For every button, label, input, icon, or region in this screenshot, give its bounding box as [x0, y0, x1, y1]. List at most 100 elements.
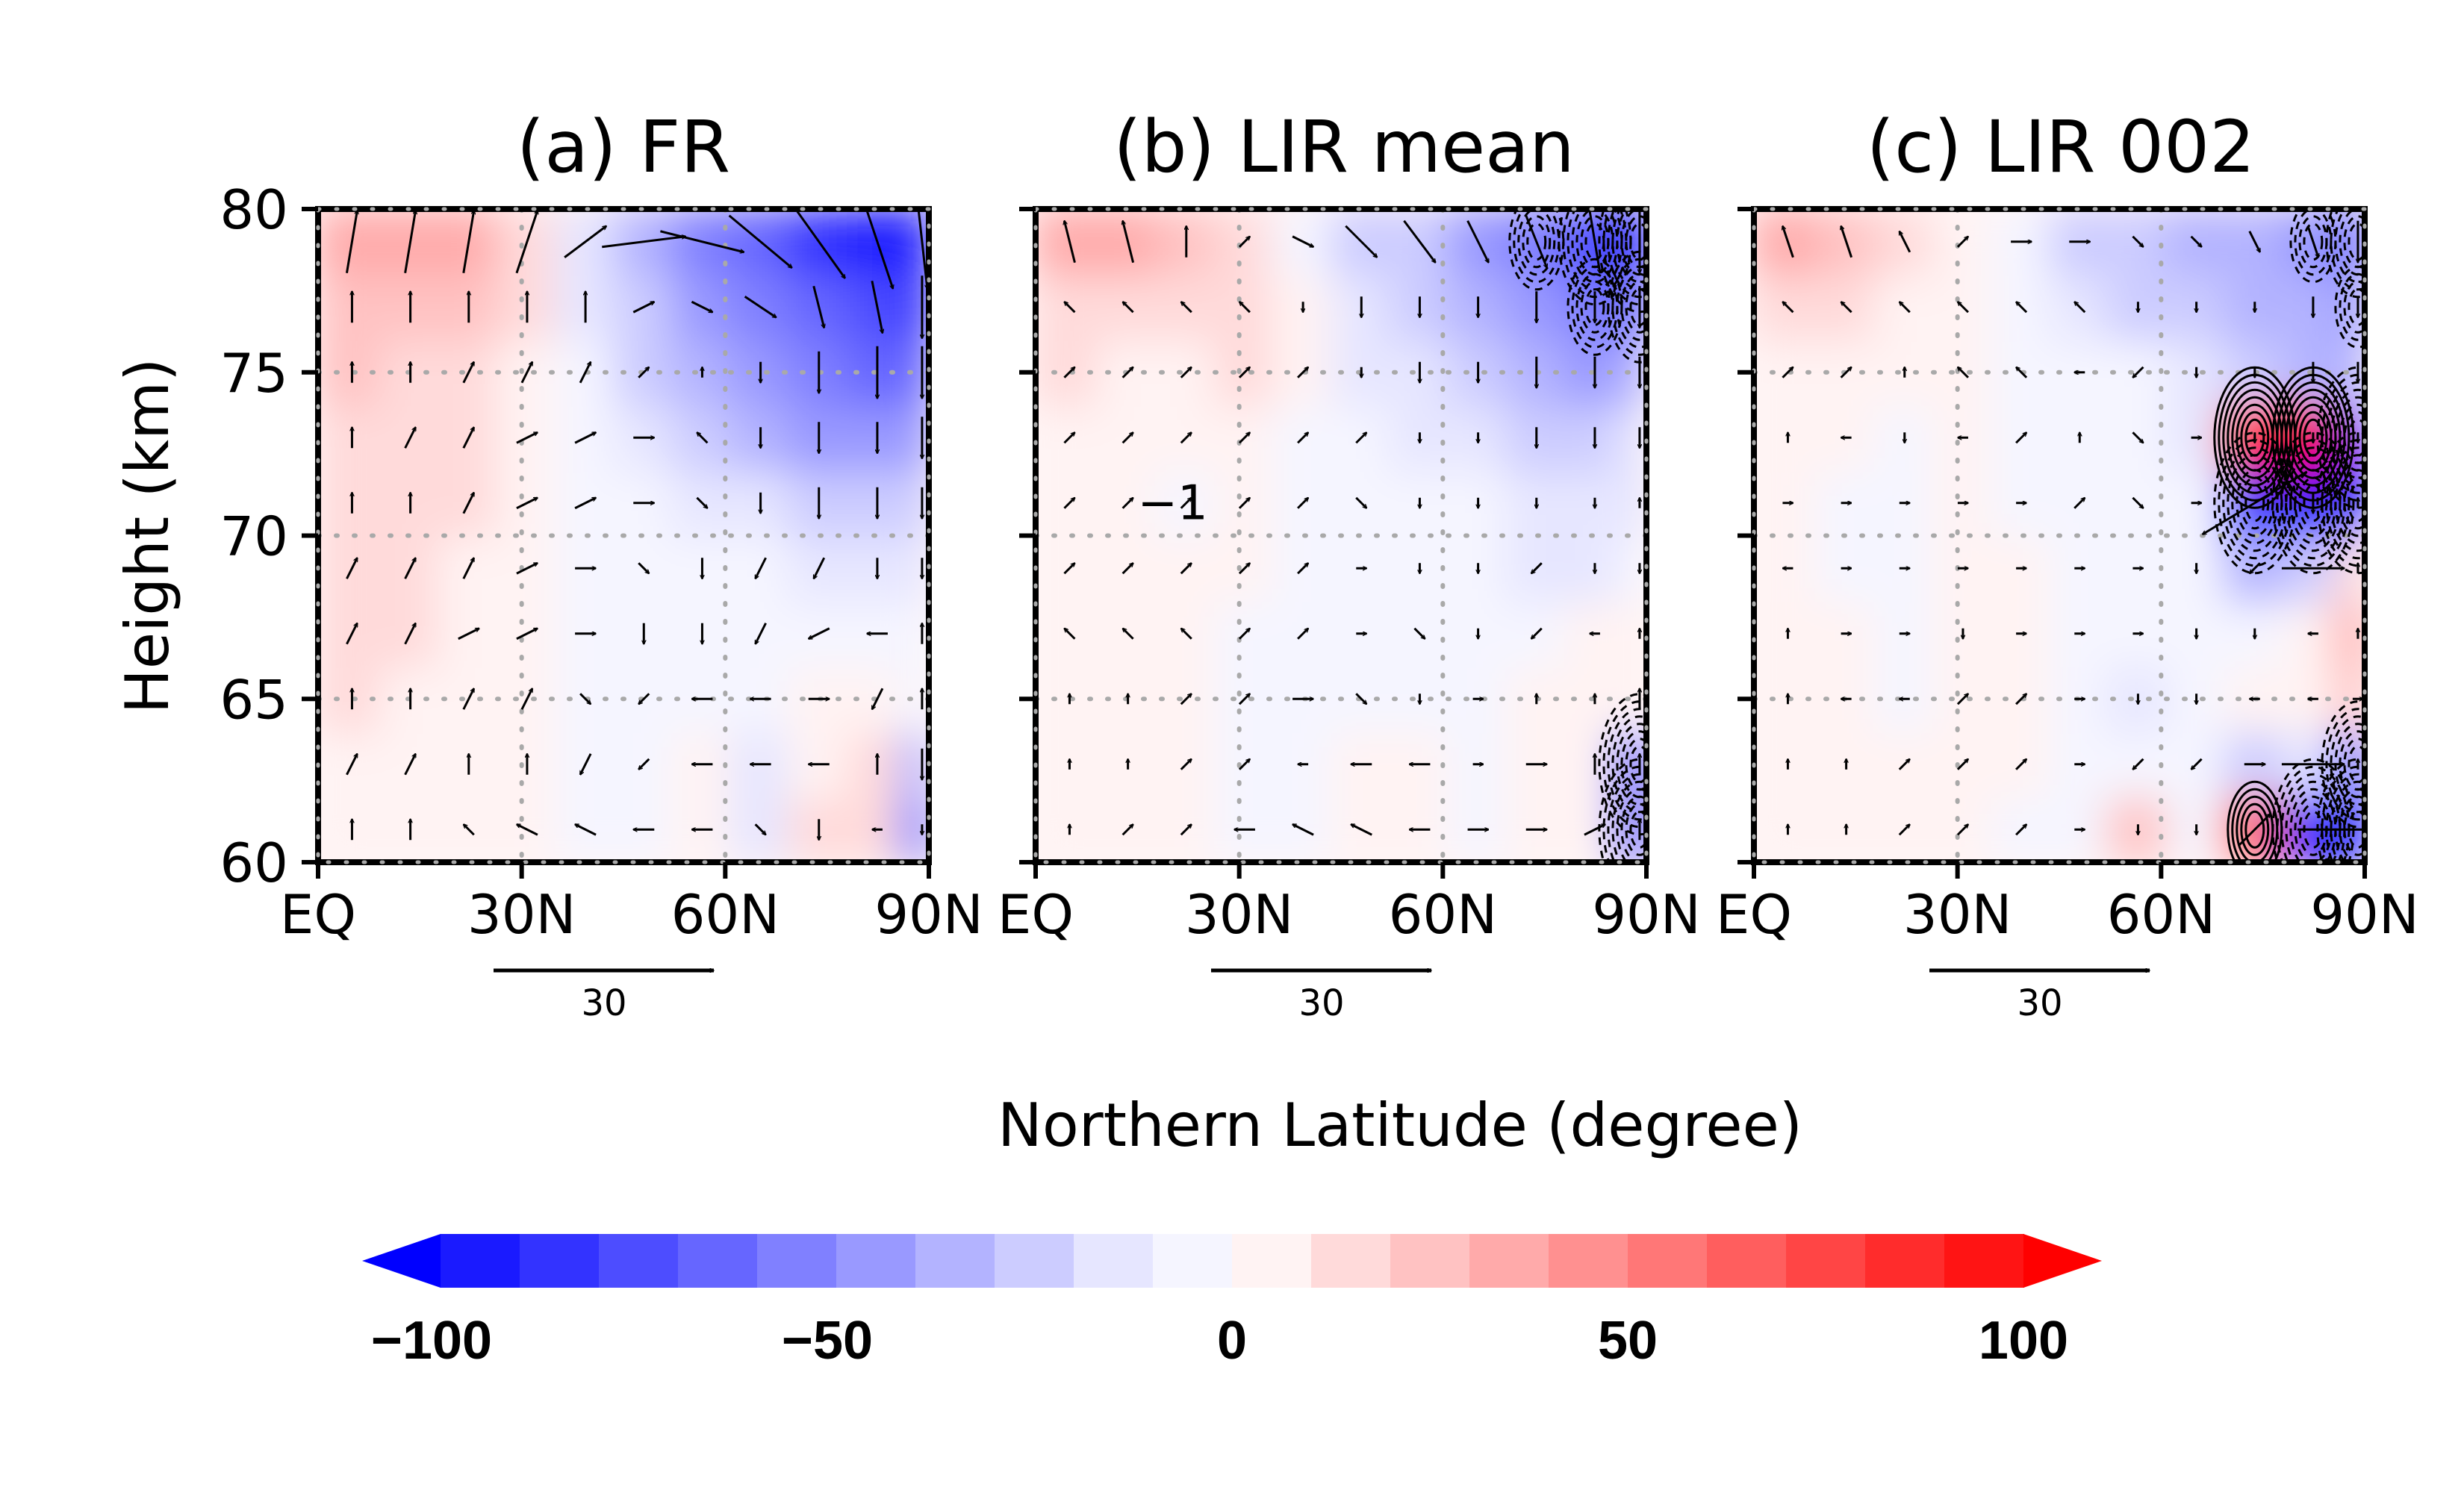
- colorbar-extend-min: [362, 1234, 441, 1288]
- field-cell: [846, 272, 901, 341]
- contour-negative: [2343, 476, 2365, 530]
- wind-vector: [1238, 563, 1250, 575]
- wind-vector: [744, 296, 777, 319]
- contour-negative: [2280, 446, 2346, 560]
- colorbar-bin: [1786, 1234, 1866, 1288]
- wind-vector: [1466, 220, 1490, 263]
- colorbar-extend-max: [2023, 1234, 2102, 1288]
- contour-negative: [1584, 222, 1605, 261]
- panel-title-b: (b) LIR mean: [1113, 105, 1575, 189]
- colorbar-bin: [995, 1234, 1074, 1288]
- wind-vector: [2074, 302, 2086, 314]
- wind-vector: [2015, 759, 2026, 770]
- wind-vector: [1584, 823, 1605, 836]
- colorbar-tick-label: −50: [782, 1311, 873, 1371]
- wind-vector: [1121, 498, 1133, 509]
- wind-vector: [462, 427, 476, 449]
- x-tick-label: 30N: [467, 883, 576, 946]
- wind-vector: [1403, 219, 1437, 263]
- field-cell: [846, 730, 901, 799]
- contour-negative: [2343, 411, 2365, 464]
- field-cell: [1036, 403, 1101, 472]
- plot-area-a: [318, 209, 929, 862]
- colorbar-bin: [836, 1234, 916, 1288]
- field-cell: [1036, 209, 1101, 276]
- wind-vector: [2132, 235, 2143, 247]
- reference-vector-label: 30: [1298, 982, 1344, 1024]
- wind-vector: [462, 688, 476, 710]
- wind-vector: [1239, 302, 1251, 314]
- wind-vector: [638, 562, 649, 573]
- wind-vector: [1297, 498, 1308, 509]
- contour-negative: [2244, 484, 2265, 523]
- wind-vector: [1063, 432, 1074, 444]
- contour-negative: [1629, 287, 1646, 326]
- wind-vector: [2248, 231, 2262, 252]
- contour-negative: [1620, 209, 1646, 276]
- wind-vector: [516, 627, 538, 640]
- wind-vector: [1064, 629, 1076, 640]
- wind-vector: [579, 753, 592, 775]
- field-cell: [1036, 272, 1101, 341]
- wind-vector: [1840, 367, 1852, 378]
- y-tick-label: 75: [220, 342, 288, 405]
- wind-vector: [1898, 231, 1911, 253]
- field-cell: [897, 795, 929, 862]
- wind-vector: [1956, 693, 1968, 705]
- wind-vector: [638, 367, 649, 378]
- colorbar-bin: [757, 1234, 837, 1288]
- field-cell: [1036, 795, 1101, 862]
- field-cell: [897, 469, 929, 537]
- y-tick-label: 65: [220, 668, 288, 731]
- contour-negative: [1575, 209, 1614, 276]
- x-tick-label: 60N: [1389, 883, 1497, 946]
- contour-negative: [1616, 723, 1646, 806]
- field-cell: [1754, 599, 1819, 668]
- contour-negative: [1629, 810, 1646, 849]
- contour-negative: [1625, 802, 1646, 856]
- wind-vector: [1238, 629, 1250, 640]
- wind-vector: [520, 688, 534, 710]
- field-cell: [1754, 209, 1819, 276]
- wind-vector: [754, 823, 766, 835]
- wind-vector: [602, 237, 685, 249]
- field-cell: [1615, 664, 1646, 733]
- wind-vector: [1525, 215, 1549, 268]
- field-cell: [846, 469, 901, 537]
- wind-vector: [462, 211, 474, 273]
- panel-b: (b) LIR mean −1: [1036, 105, 1646, 862]
- contour-negative: [1620, 730, 1646, 799]
- contour-negative: [2316, 366, 2365, 509]
- wind-vector: [1180, 759, 1192, 770]
- x-tick-label: 30N: [1185, 883, 1293, 946]
- y-tick-label: 60: [220, 832, 288, 894]
- wind-vector: [2015, 432, 2026, 444]
- contour-positive: [2231, 788, 2279, 862]
- wind-vector: [1238, 432, 1250, 444]
- contour-positive: [2303, 418, 2324, 457]
- wind-vector: [346, 623, 358, 645]
- field-cell: [897, 272, 929, 341]
- field-cell: [1754, 730, 1819, 799]
- plot-area-c: [1754, 209, 2365, 862]
- field-cell: [2333, 599, 2365, 668]
- wind-vector: [1956, 759, 1968, 770]
- colorbar-bin: [1311, 1234, 1391, 1288]
- contour-negative: [2222, 446, 2288, 560]
- field-cell: [1615, 403, 1646, 472]
- wind-vector: [696, 496, 707, 508]
- wind-vector: [1238, 367, 1250, 378]
- contour-positive: [2240, 411, 2270, 464]
- wind-vector: [1345, 225, 1377, 258]
- wind-vector: [1956, 237, 1968, 248]
- wind-vector: [1123, 302, 1134, 314]
- wind-vector: [2132, 496, 2143, 508]
- wind-vector: [1898, 759, 1910, 770]
- wind-vector: [2016, 367, 2028, 378]
- wind-vector: [1123, 629, 1134, 640]
- contour-negative: [2334, 396, 2365, 479]
- wind-vector: [812, 557, 826, 579]
- wind-vector: [575, 823, 597, 836]
- colorbar-bin: [1232, 1234, 1312, 1288]
- field-cell: [2282, 272, 2337, 341]
